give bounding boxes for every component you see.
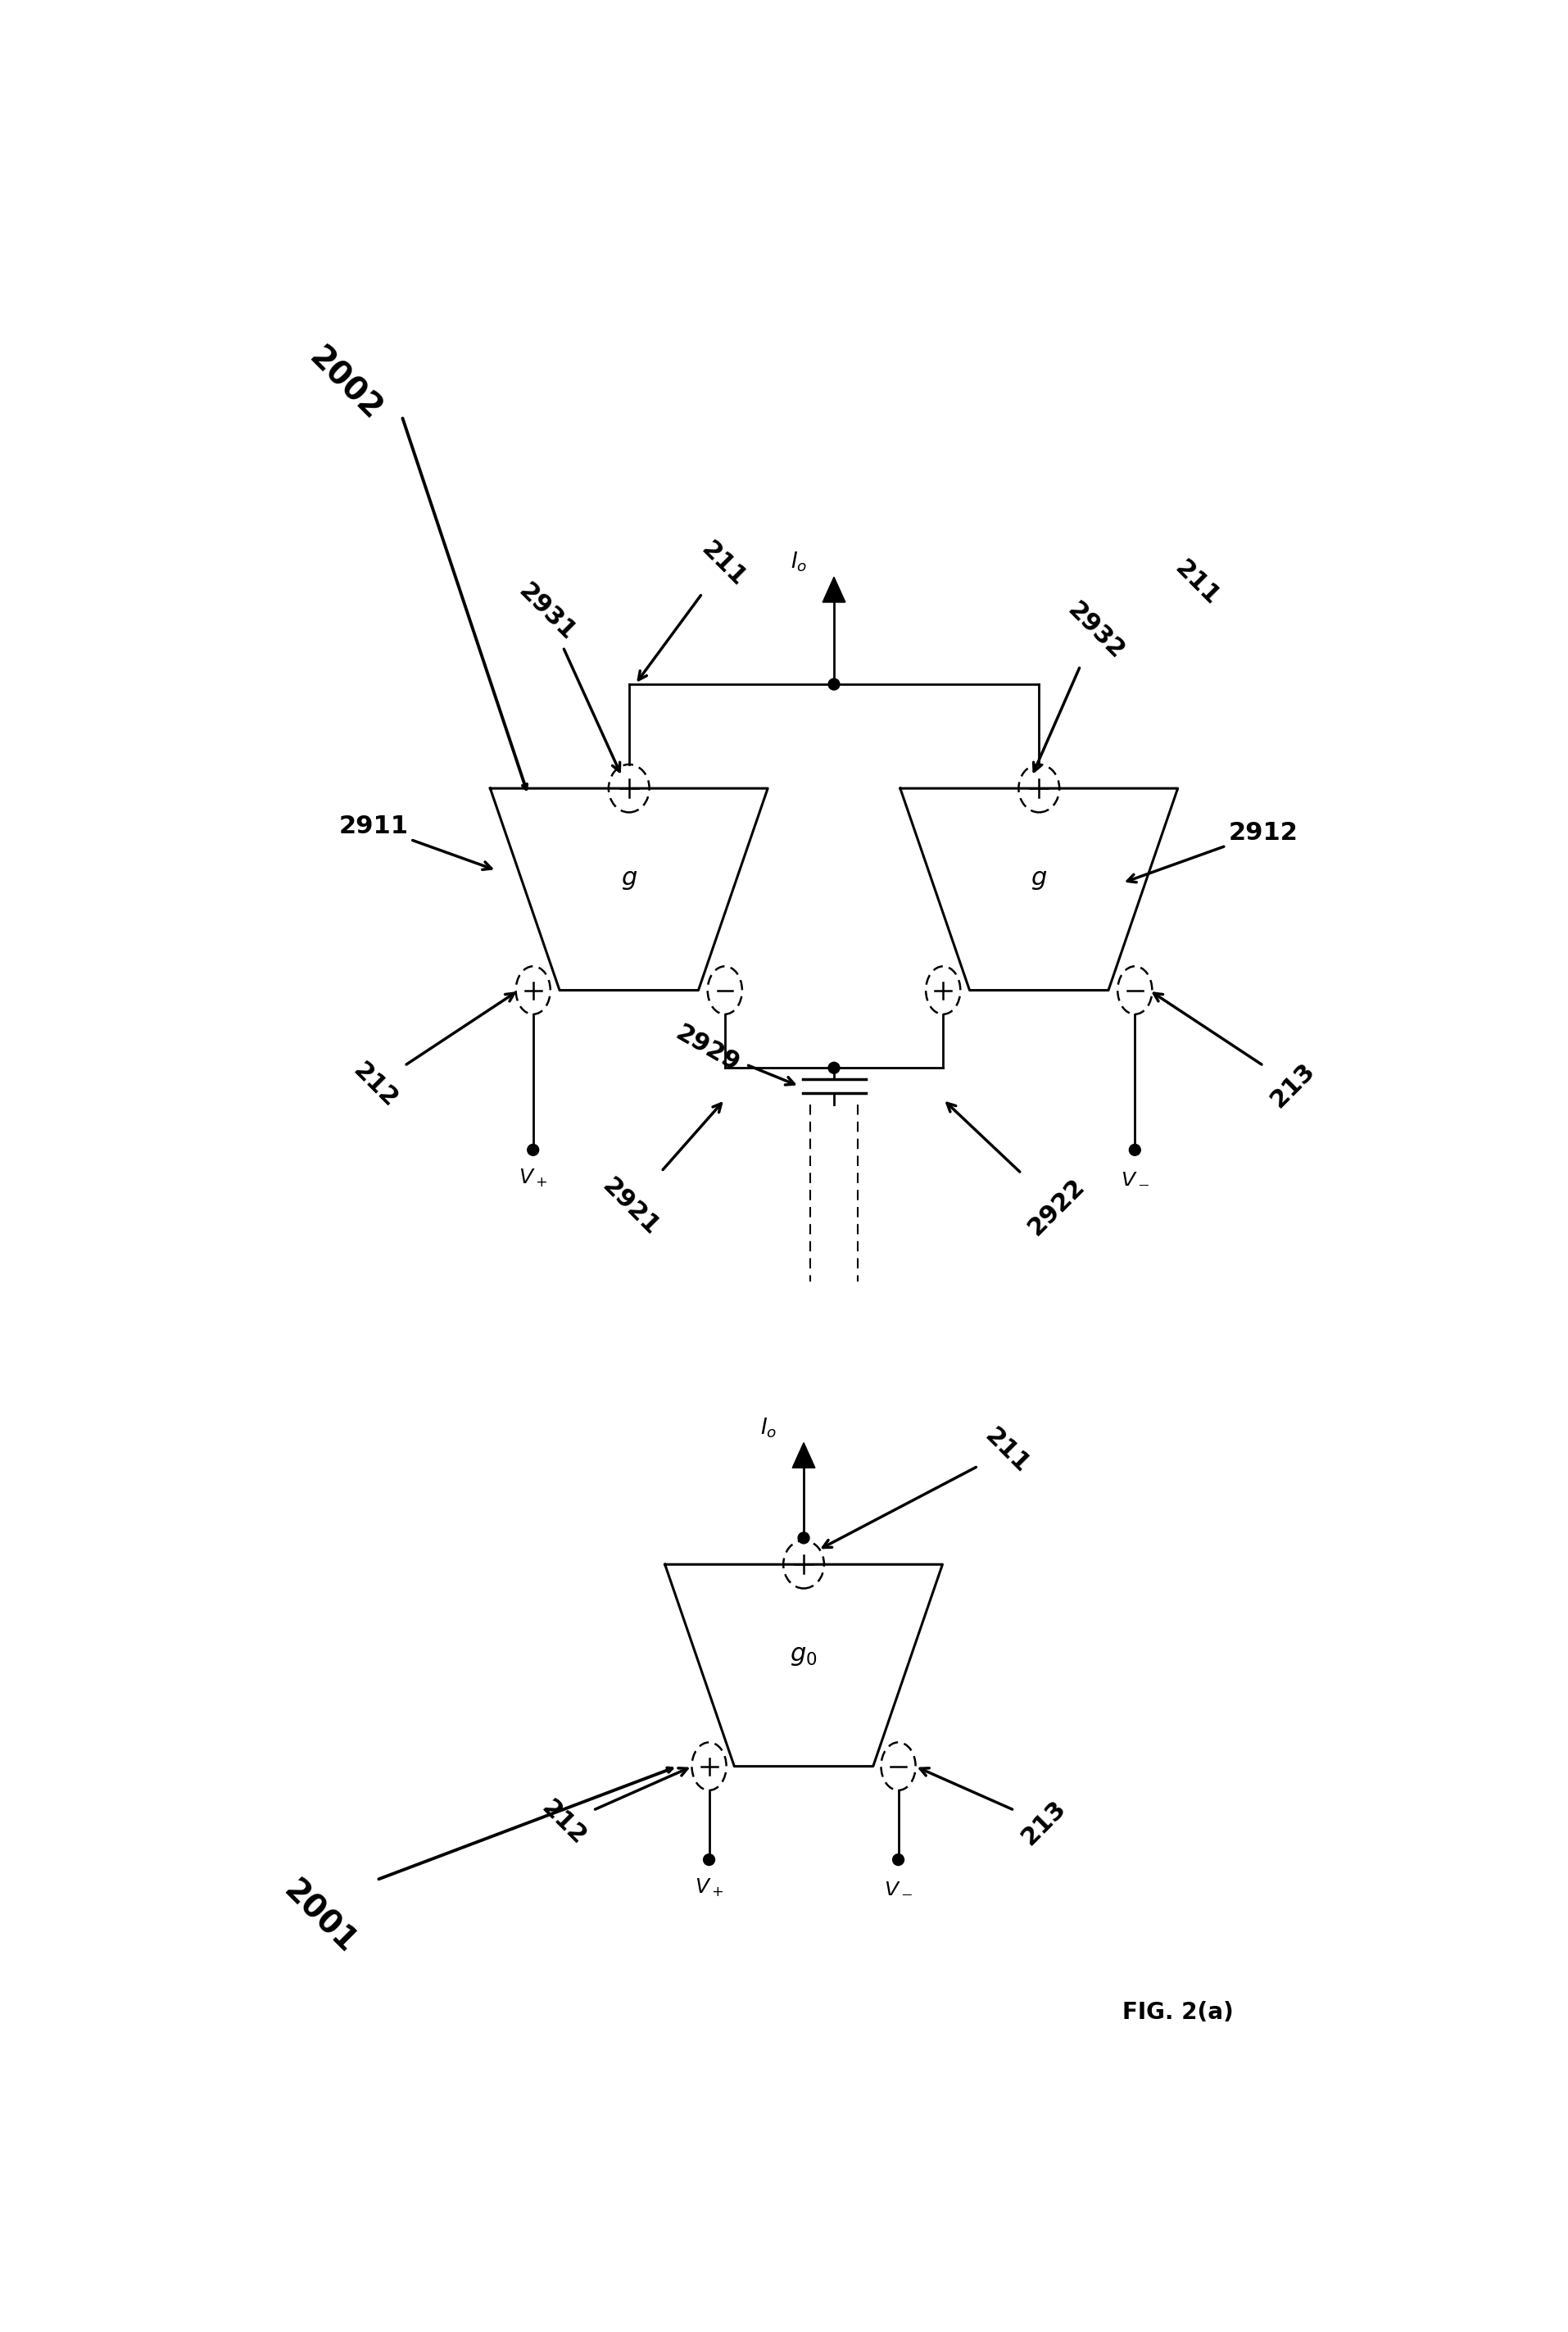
Text: 2931: 2931 (514, 578, 619, 772)
Text: 211: 211 (823, 1425, 1033, 1548)
Text: 2002: 2002 (303, 343, 387, 427)
Circle shape (828, 679, 839, 690)
Text: FIG. 2(a): FIG. 2(a) (1121, 2001, 1232, 2024)
Circle shape (702, 1854, 715, 1866)
Text: 2912: 2912 (1127, 821, 1297, 881)
Text: 211: 211 (1170, 557, 1223, 611)
Text: $V_-$: $V_-$ (1120, 1168, 1149, 1187)
Text: $V_-$: $V_-$ (883, 1877, 913, 1896)
Text: 213: 213 (1152, 993, 1319, 1112)
Text: 2932: 2932 (1033, 597, 1127, 772)
Text: $I_o$: $I_o$ (790, 550, 808, 574)
Text: 211: 211 (638, 539, 750, 681)
Polygon shape (822, 576, 845, 602)
Circle shape (892, 1854, 903, 1866)
Text: 2001: 2001 (278, 1875, 362, 1961)
Text: $g$: $g$ (621, 868, 637, 891)
Text: 2922: 2922 (947, 1103, 1090, 1241)
Text: 2921: 2921 (597, 1103, 721, 1241)
Text: $V_+$: $V_+$ (519, 1168, 547, 1189)
Text: 213: 213 (919, 1768, 1069, 1849)
Text: 212: 212 (536, 1768, 687, 1849)
Circle shape (527, 1145, 538, 1157)
Polygon shape (792, 1444, 815, 1467)
Text: 212: 212 (348, 993, 514, 1112)
Text: $g_0$: $g_0$ (790, 1644, 817, 1667)
Circle shape (798, 1532, 809, 1544)
Text: 2911: 2911 (339, 814, 491, 870)
Text: $g$: $g$ (1030, 868, 1047, 891)
Circle shape (1129, 1145, 1140, 1157)
Text: $I_o$: $I_o$ (760, 1416, 776, 1439)
Circle shape (828, 1061, 839, 1073)
Text: 2929: 2929 (671, 1021, 793, 1084)
Text: $V_+$: $V_+$ (695, 1877, 723, 1898)
